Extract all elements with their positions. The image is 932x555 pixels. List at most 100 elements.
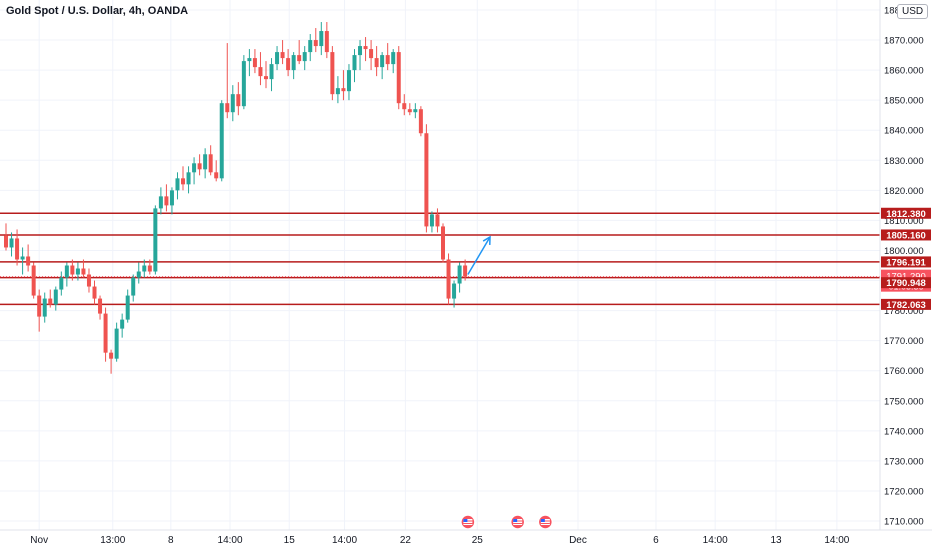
- candle-body: [441, 226, 445, 260]
- candle: [286, 49, 291, 77]
- candle-body: [169, 190, 174, 206]
- event-flag-icon[interactable]: [509, 514, 526, 530]
- level-price-label[interactable]: 1796.191: [881, 256, 931, 268]
- candle-body: [98, 298, 103, 314]
- candle-body: [192, 163, 197, 173]
- candle-body: [346, 70, 351, 92]
- candle-body: [247, 58, 252, 62]
- candle-body: [125, 295, 130, 320]
- candle-body: [302, 52, 307, 62]
- flag-body: [513, 519, 523, 525]
- candle: [452, 280, 457, 308]
- candle-body: [308, 40, 313, 53]
- price-axis[interactable]: 1710.000 1720.000 1730.000 1740.000 1750.000…: [879, 0, 932, 550]
- candle-body: [424, 133, 429, 227]
- candle: [308, 34, 313, 62]
- y-tick-label: 1800.000: [884, 246, 924, 257]
- level-price-label[interactable]: 1782.063: [881, 298, 931, 311]
- x-tick-label: 6: [653, 535, 659, 546]
- candle-body: [297, 55, 302, 62]
- x-tick-label: 25: [472, 535, 484, 546]
- currency-badge[interactable]: USD: [897, 4, 929, 19]
- candle: [203, 148, 208, 179]
- candle-body: [236, 94, 241, 107]
- candle-body: [53, 289, 58, 305]
- arrow-head: [482, 235, 491, 245]
- candle-body: [413, 109, 418, 113]
- candle-body: [120, 319, 125, 329]
- candle: [142, 259, 147, 278]
- candle: [252, 49, 257, 74]
- candle-body: [335, 88, 340, 95]
- y-tick-label: 1870.000: [884, 36, 924, 47]
- candle: [358, 40, 363, 71]
- candle-body: [280, 52, 285, 59]
- candle: [131, 274, 136, 302]
- candle-body: [407, 109, 412, 113]
- candle-body: [37, 295, 42, 317]
- flag-body: [463, 519, 473, 525]
- candle: [125, 289, 130, 323]
- candle-body: [153, 208, 158, 272]
- level-price-label[interactable]: 1805.160: [881, 229, 931, 241]
- candle: [441, 223, 445, 263]
- candle: [429, 211, 434, 233]
- candle: [413, 103, 418, 119]
- symbol-title[interactable]: Gold Spot / U.S. Dollar, 4h, OANDA: [6, 5, 189, 17]
- candle-body: [380, 55, 385, 68]
- candle: [241, 55, 246, 110]
- candle: [352, 49, 357, 83]
- candle-body: [197, 163, 202, 170]
- event-flag-icon[interactable]: [460, 514, 476, 530]
- candle: [369, 40, 374, 71]
- candle-body: [175, 178, 180, 191]
- candle-body: [48, 298, 53, 305]
- candle: [230, 85, 235, 122]
- candle: [324, 22, 329, 59]
- level-price-label[interactable]: 1790.948: [881, 277, 931, 289]
- candle: [164, 184, 169, 212]
- candle: [263, 61, 268, 89]
- level-price-label-text: 1796.191: [886, 257, 926, 268]
- current-price-text: 1791.290: [886, 272, 926, 283]
- level-price-label[interactable]: 1812.380: [881, 207, 931, 220]
- projection-arrow: [467, 235, 491, 275]
- y-tick-label: 1720.000: [884, 486, 924, 497]
- candle: [214, 160, 219, 182]
- candle: [175, 172, 180, 200]
- time-axis[interactable]: Nov 13:00 8 14:00 15 14:00 22 25 Dec 6 14:00 13 14:0…: [0, 529, 932, 546]
- candle-body: [26, 256, 31, 266]
- flag-canton: [540, 519, 545, 522]
- candle-body: [391, 52, 396, 65]
- candle: [192, 157, 197, 185]
- candle-body: [363, 46, 368, 50]
- flag-canton: [513, 519, 518, 522]
- level-price-label-bg: [881, 298, 931, 310]
- candle-body: [42, 298, 47, 317]
- candle-body: [241, 61, 246, 107]
- candle: [380, 52, 385, 80]
- arrow-shaft: [467, 236, 491, 275]
- candle-body: [219, 103, 224, 179]
- candle: [385, 43, 390, 71]
- y-tick-label: 1760.000: [884, 366, 924, 377]
- candle: [219, 100, 224, 182]
- x-tick-label: 14:00: [703, 535, 728, 546]
- candle: [424, 124, 429, 233]
- candle-body: [214, 172, 219, 179]
- candle-body: [374, 58, 379, 68]
- candle: [391, 49, 396, 74]
- candle-body: [330, 52, 335, 95]
- candle-body: [291, 55, 296, 71]
- level-price-label-bg: [881, 207, 931, 219]
- event-flag-icon[interactable]: [537, 514, 554, 530]
- candle: [186, 166, 191, 194]
- x-tick-label: 13:00: [100, 535, 125, 546]
- candle: [92, 280, 97, 305]
- candle-body: [319, 31, 324, 47]
- candle-body: [457, 265, 462, 284]
- candle: [26, 244, 31, 272]
- candle-body: [275, 52, 280, 65]
